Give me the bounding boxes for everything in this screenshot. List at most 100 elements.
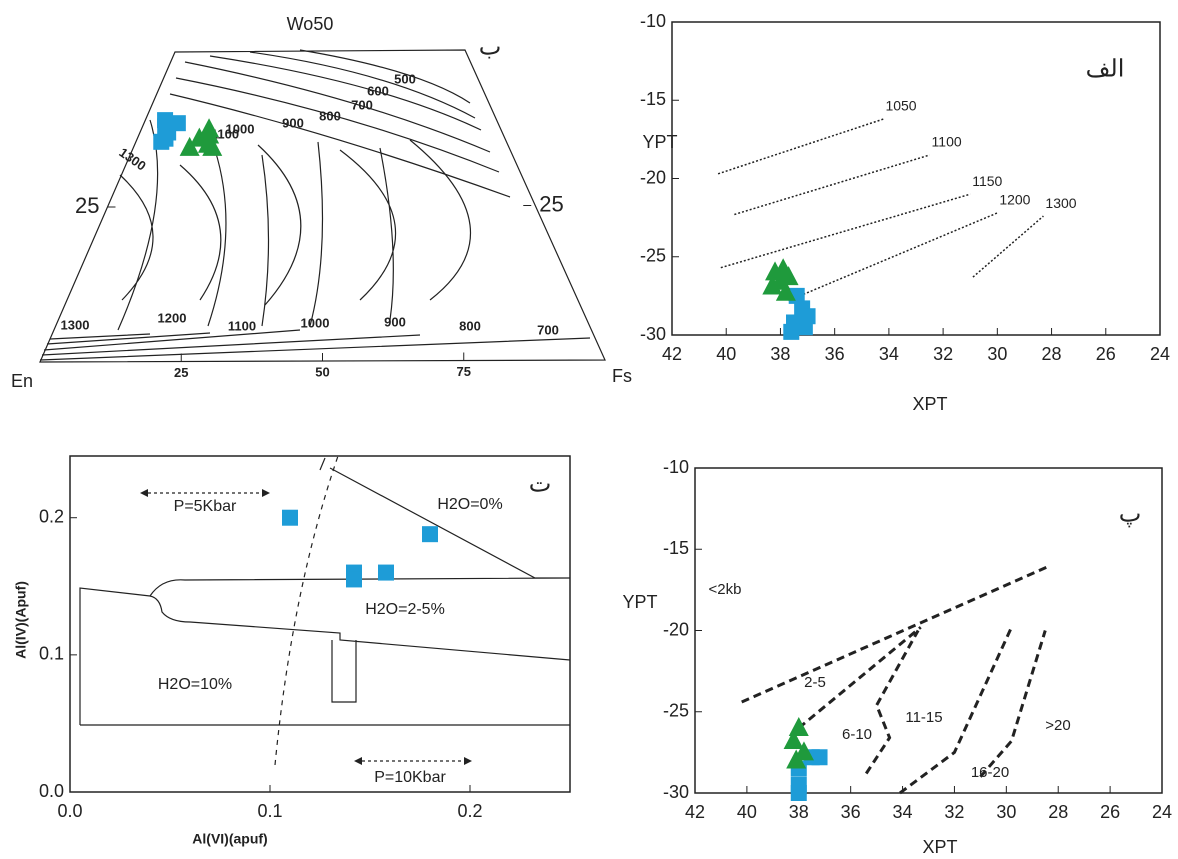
al-layout bbox=[79, 455, 571, 766]
x-tick-label: 34 bbox=[893, 802, 913, 822]
x-tick-label: 24 bbox=[1152, 802, 1172, 822]
annotation: 11-15 bbox=[905, 709, 942, 726]
x-tick-label: 0.1 bbox=[257, 801, 282, 821]
square-point bbox=[790, 785, 807, 801]
boundary-line bbox=[734, 154, 930, 216]
annotation: H2O=10% bbox=[158, 676, 232, 693]
isotherm-label: 1100 bbox=[228, 318, 256, 333]
x-tick-label: 0.2 bbox=[457, 801, 482, 821]
x-tick-label: 28 bbox=[1048, 802, 1068, 822]
pressure-arrows bbox=[142, 492, 470, 762]
y-axis-label: YPT bbox=[642, 132, 677, 152]
isotherm-label: 700 bbox=[537, 322, 559, 337]
y-tick-label: 0.1 bbox=[39, 644, 64, 664]
triangle-point bbox=[179, 136, 200, 156]
x-tick-label: 38 bbox=[789, 802, 809, 822]
line-label: 1200 bbox=[999, 192, 1030, 208]
square-point bbox=[378, 564, 394, 581]
isotherm-label: 600 bbox=[367, 83, 389, 98]
boundary-line bbox=[720, 193, 971, 269]
square-point bbox=[346, 571, 362, 588]
x-tick-label: 26 bbox=[1096, 344, 1116, 364]
panel-label: پ bbox=[1119, 500, 1142, 527]
annotation: P=5Kbar bbox=[174, 498, 237, 515]
isotherm-label: 900 bbox=[282, 115, 304, 130]
boundary-line bbox=[788, 212, 998, 302]
apex-label: Wo50 bbox=[287, 14, 334, 34]
y-tick-label: -10 bbox=[640, 11, 666, 31]
x-axis-label: XPT bbox=[922, 837, 957, 857]
y-tick-label: -10 bbox=[663, 457, 689, 477]
triangle-point bbox=[762, 275, 783, 295]
boundary-line bbox=[979, 630, 1047, 778]
left-label: En bbox=[11, 371, 33, 391]
boundary-line bbox=[899, 626, 1013, 795]
boundary-line bbox=[797, 626, 922, 730]
x-tick-label: 26 bbox=[1100, 802, 1120, 822]
isotherm-label: 500 bbox=[394, 71, 416, 86]
isotherm-label: 1000 bbox=[226, 121, 255, 136]
triangle-point bbox=[778, 266, 799, 286]
x-tick-label: 36 bbox=[841, 802, 861, 822]
panel-label: الف bbox=[1086, 55, 1125, 82]
tick-label: 25 bbox=[174, 365, 188, 380]
y-tick-label: 0.0 bbox=[39, 781, 64, 801]
tick-label: 50 bbox=[315, 364, 329, 379]
y-tick-label: -20 bbox=[640, 167, 666, 187]
y-axis-label: Al(IV)(Apuf) bbox=[13, 581, 29, 659]
isotherm-label: 700 bbox=[351, 97, 373, 112]
tick-label: 75 bbox=[457, 364, 471, 379]
annotation: 6-10 bbox=[842, 726, 872, 743]
dashed-boundary bbox=[274, 455, 339, 766]
isotherm-label: 1100 bbox=[211, 126, 239, 141]
isotherm-label: 800 bbox=[459, 318, 481, 333]
line-label: 1300 bbox=[1045, 195, 1076, 211]
tick-label: 25 bbox=[75, 193, 99, 218]
x-tick-label: 0.0 bbox=[57, 801, 82, 821]
isotherm-label: 1200 bbox=[158, 310, 187, 325]
plot-frame bbox=[694, 467, 1163, 794]
y-tick-label: -25 bbox=[640, 246, 666, 266]
annotation: >20 bbox=[1045, 717, 1070, 734]
x-tick-label: 36 bbox=[825, 344, 845, 364]
square-point bbox=[282, 509, 298, 526]
x-tick-label: 24 bbox=[1150, 344, 1170, 364]
isotherm-curves bbox=[169, 49, 511, 198]
right-label: Fs bbox=[612, 366, 632, 386]
triangle-point bbox=[199, 124, 220, 144]
y-axis-label: YPT bbox=[622, 592, 657, 612]
isotherm-label: 1300 bbox=[116, 145, 148, 174]
lower-isotherms bbox=[39, 329, 591, 361]
x-axis-label: XPT bbox=[912, 394, 947, 414]
annotation: <2kb bbox=[709, 581, 742, 598]
x-tick-label: 42 bbox=[685, 802, 705, 822]
x-tick-label: 30 bbox=[987, 344, 1007, 364]
x-tick-label: 38 bbox=[770, 344, 790, 364]
x-tick-label: 32 bbox=[944, 802, 964, 822]
x-axis-label: Al(VI)(apuf) bbox=[192, 831, 267, 847]
x-tick-label: 32 bbox=[933, 344, 953, 364]
y-tick-label: -15 bbox=[640, 89, 666, 109]
triangle-point bbox=[786, 749, 807, 769]
line-label: 1100 bbox=[932, 134, 962, 150]
triangle-point bbox=[783, 730, 804, 749]
x-tick-label: 40 bbox=[716, 344, 736, 364]
isotherm-label: 800 bbox=[319, 108, 341, 123]
isotherm-label: 1300 bbox=[61, 317, 90, 332]
square-point bbox=[799, 308, 816, 325]
x-tick-label: 40 bbox=[737, 802, 757, 822]
triangle-point bbox=[788, 717, 809, 736]
boundary-line bbox=[864, 629, 920, 775]
plot-frame bbox=[69, 455, 571, 793]
square-point bbox=[157, 112, 174, 129]
x-tick-label: 42 bbox=[662, 344, 682, 364]
tick-label: 25 bbox=[539, 191, 563, 216]
y-tick-label: 0.2 bbox=[39, 506, 64, 526]
iso-arcs bbox=[117, 119, 472, 331]
panel-label: ب bbox=[479, 33, 502, 60]
line-label: 1150 bbox=[972, 173, 1002, 189]
y-tick-label: -30 bbox=[663, 782, 689, 802]
annotation: 2-5 bbox=[804, 674, 826, 691]
square-point bbox=[422, 526, 438, 543]
